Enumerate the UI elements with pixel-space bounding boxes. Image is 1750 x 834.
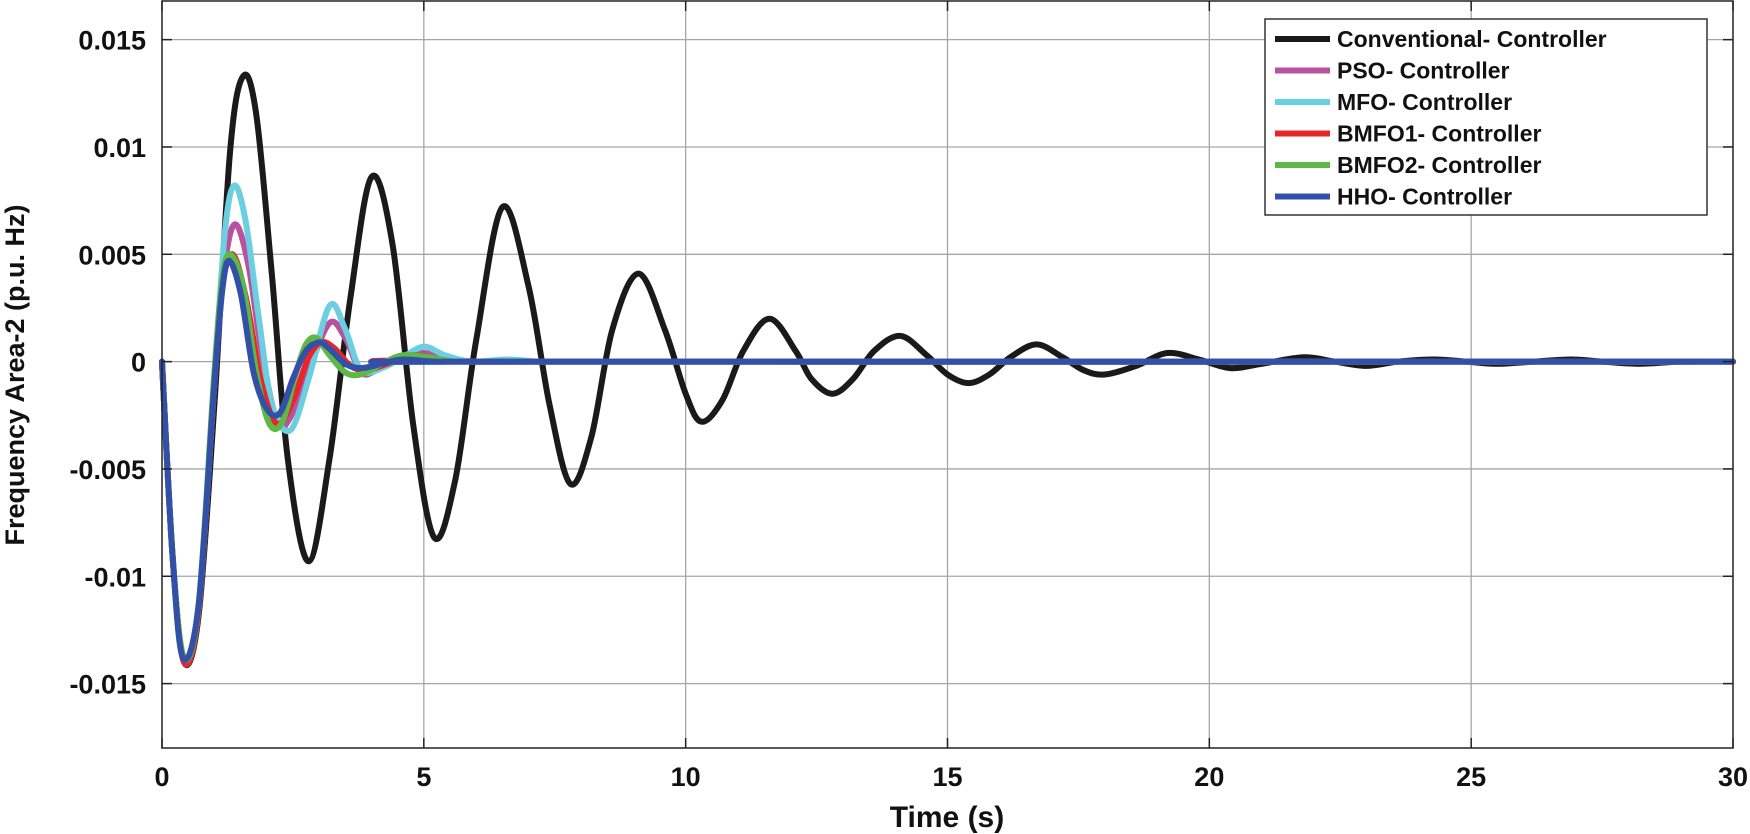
series-lines (159, 71, 1736, 669)
x-tick-label: 15 (932, 762, 962, 792)
y-tick-label: -0.015 (69, 670, 146, 700)
x-tick-label: 25 (1456, 762, 1486, 792)
x-tick-label: 20 (1194, 762, 1224, 792)
x-tick-label: 30 (1718, 762, 1748, 792)
legend-label: Conventional- Controller (1337, 26, 1607, 52)
y-axis-title: Frequency Area-2 (p.u. Hz) (0, 204, 30, 545)
series-line-6 (159, 257, 1736, 663)
x-tick-label: 0 (154, 762, 169, 792)
axis-ticks: 0 5 10 15 20 25 30 -0.015 -0.01 -0.005 0 0.005 0.01 0… (69, 1, 1748, 792)
x-tick-label: 5 (416, 762, 431, 792)
y-tick-label: 0.015 (78, 26, 146, 56)
y-tick-label: 0.01 (93, 133, 146, 163)
y-tick-label: -0.01 (84, 562, 146, 592)
legend-label: MFO- Controller (1337, 89, 1512, 115)
y-tick-label: 0.005 (78, 240, 146, 270)
x-tick-label: 10 (671, 762, 701, 792)
legend-label: BMFO1- Controller (1337, 121, 1541, 147)
legend-label: PSO- Controller (1337, 58, 1510, 84)
legend: Conventional- Controller PSO- Controller M… (1264, 18, 1708, 216)
y-tick-label: 0 (131, 348, 146, 378)
series-line-1 (159, 71, 1736, 669)
x-axis-title: Time (s) (890, 801, 1004, 834)
y-tick-label: -0.005 (69, 455, 146, 485)
legend-label: BMFO2- Controller (1337, 152, 1541, 178)
legend-label: HHO- Controller (1337, 184, 1512, 210)
legend-box (1264, 18, 1708, 216)
